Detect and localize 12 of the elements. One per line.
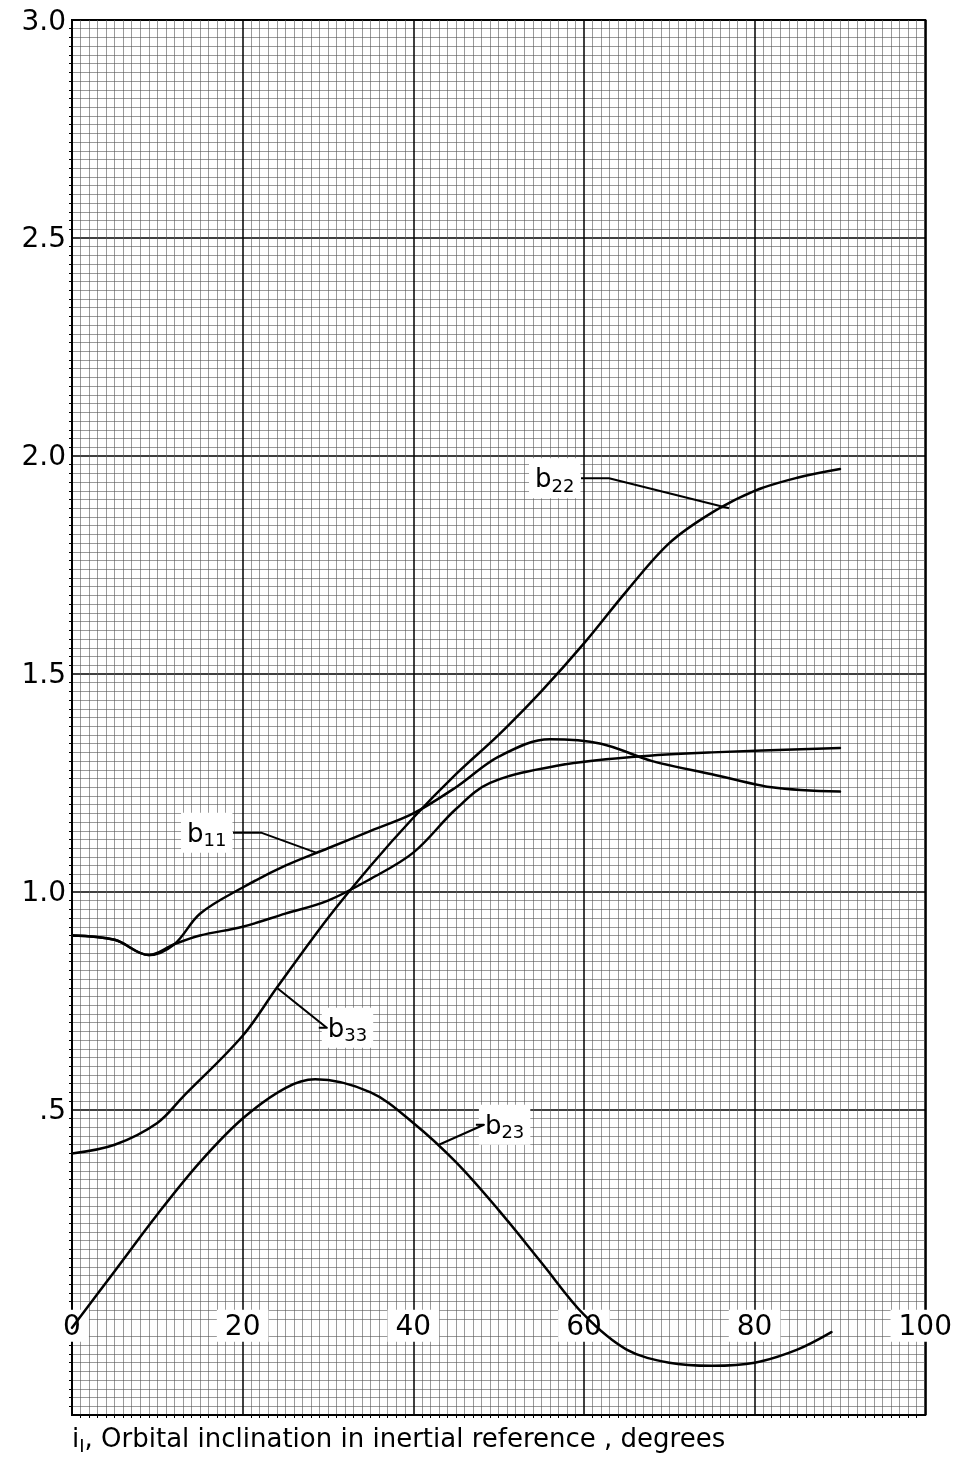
x-tick-label: 100 — [898, 1309, 952, 1343]
y-tick-label: 2.5 — [21, 221, 66, 255]
x-tick-label: 40 — [395, 1309, 432, 1343]
x-tick-label: 0 — [63, 1309, 81, 1343]
y-tick-label: 1.5 — [21, 657, 66, 691]
y-tick-label: 2.0 — [21, 439, 66, 473]
x-tick-label: 20 — [224, 1309, 261, 1343]
x-tick-label: 60 — [566, 1309, 602, 1343]
x-tick-label: 80 — [736, 1309, 773, 1343]
y-tick-label: .5 — [39, 1093, 66, 1127]
y-tick-label: 1.0 — [21, 875, 66, 909]
y-tick-label: 3.0 — [21, 3, 66, 37]
